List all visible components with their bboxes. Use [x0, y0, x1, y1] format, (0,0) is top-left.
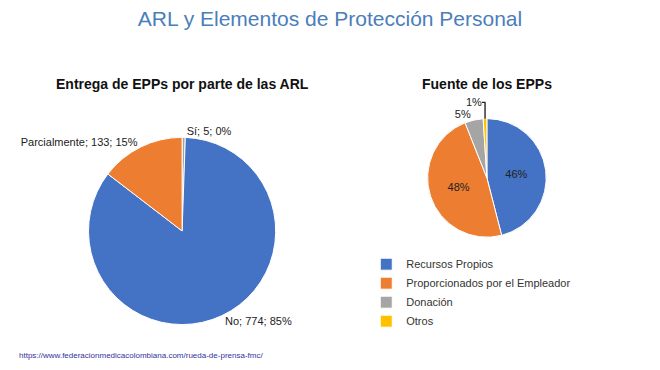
svg-text:ARL y Elementos de Protección: ARL y Elementos de Protección Personal	[138, 7, 522, 30]
svg-text:Parcialmente; 133; 15%: Parcialmente; 133; 15%	[21, 136, 138, 148]
svg-text:No; 774; 85%: No; 774; 85%	[225, 315, 292, 327]
svg-text:https://www.federacionmedicaco: https://www.federacionmedicacolombiana.c…	[19, 351, 263, 360]
svg-text:Proporcionados por el Empleado: Proporcionados por el Empleador	[406, 277, 570, 289]
svg-text:Fuente de los EPPs: Fuente de los EPPs	[422, 76, 552, 92]
svg-text:48%: 48%	[448, 181, 470, 193]
svg-text:Donación: Donación	[406, 296, 452, 308]
svg-text:Recursos Propios: Recursos Propios	[406, 258, 493, 270]
svg-text:Sí; 5; 0%: Sí; 5; 0%	[187, 125, 232, 137]
svg-text:Entrega de EPPs por parte de l: Entrega de EPPs por parte de las ARL	[56, 76, 309, 92]
svg-text:5%: 5%	[455, 108, 471, 120]
svg-text:46%: 46%	[505, 168, 527, 180]
svg-text:1%: 1%	[466, 96, 482, 108]
svg-text:Otros: Otros	[406, 315, 433, 327]
